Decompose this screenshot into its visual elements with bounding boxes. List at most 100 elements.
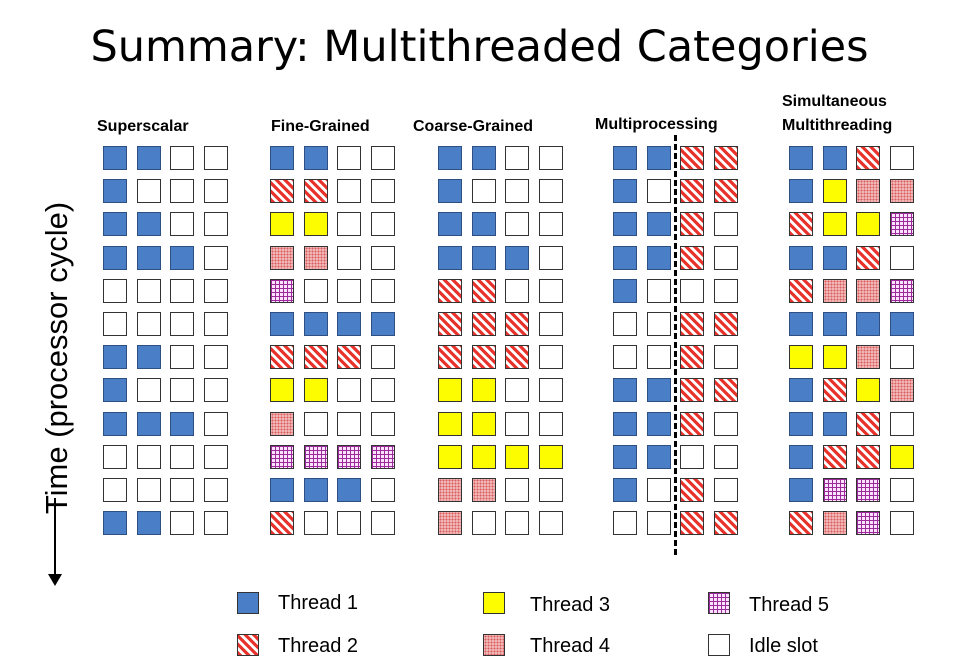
thread-1-slot <box>789 478 813 502</box>
idle-slot <box>539 478 563 502</box>
idle-slot <box>539 179 563 203</box>
idle-slot <box>103 279 127 303</box>
thread-1-slot <box>103 179 127 203</box>
thread-1-slot <box>137 146 161 170</box>
legend-swatch-thread-1 <box>237 592 259 614</box>
idle-slot <box>137 378 161 402</box>
idle-slot <box>371 412 395 436</box>
thread-2-slot <box>714 146 738 170</box>
idle-slot <box>539 378 563 402</box>
time-axis: Time (processor cycle) <box>27 118 87 598</box>
idle-slot <box>371 478 395 502</box>
thread-2-slot <box>680 412 704 436</box>
thread-5-slot <box>823 478 847 502</box>
thread-3-slot <box>472 378 496 402</box>
thread-4-slot <box>890 179 914 203</box>
thread-1-slot <box>304 312 328 336</box>
thread-2-slot <box>714 511 738 535</box>
thread-1-slot <box>438 212 462 236</box>
thread-5-slot <box>856 478 880 502</box>
thread-1-slot <box>789 312 813 336</box>
thread-5-slot <box>371 445 395 469</box>
idle-slot <box>539 146 563 170</box>
thread-1-slot <box>304 146 328 170</box>
thread-2-slot <box>680 179 704 203</box>
idle-slot <box>137 279 161 303</box>
idle-slot <box>103 478 127 502</box>
legend-label: Thread 4 <box>530 635 611 657</box>
thread-2-slot <box>472 345 496 369</box>
thread-3-slot <box>270 212 294 236</box>
idle-slot <box>714 212 738 236</box>
thread-1-slot <box>270 478 294 502</box>
thread-4-slot <box>270 246 294 270</box>
thread-2-slot <box>789 279 813 303</box>
idle-slot <box>204 478 228 502</box>
thread-1-slot <box>472 212 496 236</box>
thread-2-slot <box>270 511 294 535</box>
idle-slot <box>505 378 529 402</box>
idle-slot <box>204 179 228 203</box>
time-axis-arrowhead <box>48 574 62 586</box>
thread-1-slot <box>647 146 671 170</box>
idle-slot <box>890 478 914 502</box>
idle-slot <box>714 445 738 469</box>
idle-slot <box>371 279 395 303</box>
thread-1-slot <box>137 212 161 236</box>
idle-slot <box>337 146 361 170</box>
thread-4-slot <box>472 478 496 502</box>
thread-1-slot <box>137 412 161 436</box>
idle-slot <box>539 511 563 535</box>
thread-2-slot <box>680 312 704 336</box>
idle-slot <box>103 445 127 469</box>
thread-1-slot <box>137 345 161 369</box>
thread-3-slot <box>505 445 529 469</box>
idle-slot <box>170 146 194 170</box>
thread-4-slot <box>856 279 880 303</box>
idle-slot <box>137 445 161 469</box>
thread-1-slot <box>304 478 328 502</box>
idle-slot <box>714 279 738 303</box>
thread-3-slot <box>270 378 294 402</box>
thread-1-slot <box>170 412 194 436</box>
idle-slot <box>103 312 127 336</box>
thread-1-slot <box>647 246 671 270</box>
idle-slot <box>680 279 704 303</box>
idle-slot <box>170 345 194 369</box>
idle-slot <box>890 511 914 535</box>
panel-label: Multithreading <box>782 117 893 134</box>
thread-5-slot <box>890 279 914 303</box>
thread-1-slot <box>438 179 462 203</box>
legend-label: Thread 3 <box>530 594 611 616</box>
idle-slot <box>647 279 671 303</box>
idle-slot <box>137 179 161 203</box>
thread-1-slot <box>337 478 361 502</box>
thread-2-slot <box>472 312 496 336</box>
idle-slot <box>204 412 228 436</box>
thread-1-slot <box>856 312 880 336</box>
thread-1-slot <box>103 378 127 402</box>
thread-3-slot <box>472 445 496 469</box>
idle-slot <box>680 445 704 469</box>
thread-1-slot <box>647 212 671 236</box>
thread-1-slot <box>613 146 637 170</box>
idle-slot <box>890 412 914 436</box>
idle-slot <box>714 478 738 502</box>
panel-label: Coarse-Grained <box>413 118 534 135</box>
thread-1-slot <box>613 412 637 436</box>
thread-1-slot <box>103 212 127 236</box>
idle-slot <box>647 179 671 203</box>
panel-label: Multiprocessing <box>595 116 718 133</box>
thread-3-slot <box>438 412 462 436</box>
legend-swatch-thread-4 <box>483 634 505 656</box>
idle-slot <box>304 511 328 535</box>
thread-1-slot <box>613 279 637 303</box>
thread-3-slot <box>438 445 462 469</box>
thread-1-slot <box>789 246 813 270</box>
thread-2-slot <box>680 246 704 270</box>
idle-slot <box>890 345 914 369</box>
thread-5-slot <box>856 511 880 535</box>
thread-1-slot <box>337 312 361 336</box>
legend-swatch-idle <box>708 634 730 656</box>
thread-2-slot <box>680 478 704 502</box>
